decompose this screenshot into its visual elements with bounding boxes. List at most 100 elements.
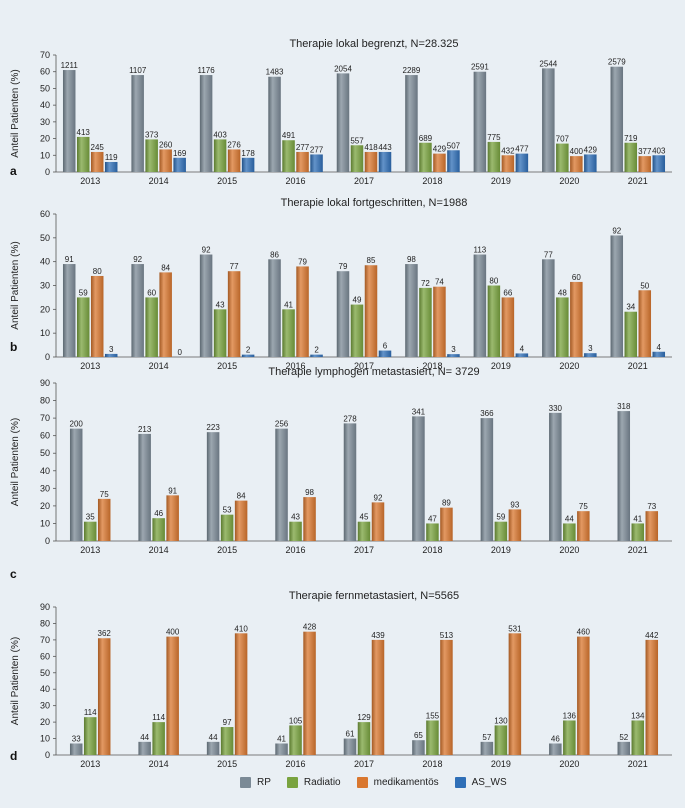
chart-title: Therapie lymphogen metastasiert, N= 3729: [268, 366, 479, 378]
chart-title: Therapie lokal fortgeschritten, N=1988: [281, 197, 468, 209]
y-tick-label: 30: [40, 281, 50, 291]
bar-rp: [542, 68, 555, 172]
bar-rp: [268, 259, 281, 357]
data-label-medikamentoes: 531: [508, 624, 522, 633]
data-label-radiatio: 53: [223, 506, 232, 515]
x-tick-label: 2017: [354, 361, 374, 371]
bar-medikamentoes: [303, 631, 316, 755]
y-tick-label: 50: [40, 448, 50, 458]
data-label-medikamentoes: 400: [166, 628, 180, 637]
bar-radiatio: [487, 285, 501, 357]
bar-medikamentoes: [90, 151, 104, 172]
bar-as-ws: [447, 354, 460, 357]
bar-rp: [199, 254, 213, 357]
bar-rp: [336, 271, 350, 357]
data-label-as-ws: 4: [520, 344, 525, 353]
y-tick-label: 80: [40, 618, 50, 628]
y-tick-label: 20: [40, 717, 50, 727]
data-label-medikamentoes: 439: [371, 631, 385, 640]
bar-radiatio: [624, 142, 638, 172]
bar-radiatio: [357, 521, 371, 541]
y-tick-label: 40: [40, 257, 50, 267]
panel-letter: b: [10, 340, 17, 354]
data-label-radiatio: 47: [428, 514, 437, 523]
y-tick-label: 50: [40, 83, 50, 93]
bar-medikamentoes: [638, 156, 652, 172]
data-label-medikamentoes: 429: [433, 145, 447, 154]
bar-as-ws: [104, 353, 118, 357]
bar-rp: [412, 740, 425, 755]
data-label-rp: 92: [202, 246, 211, 255]
data-label-medikamentoes: 428: [303, 623, 317, 632]
data-label-as-ws: 403: [652, 146, 666, 155]
bar-radiatio: [282, 140, 295, 172]
bar-medikamentoes: [97, 498, 111, 541]
bar-as-ws: [241, 157, 255, 172]
data-label-rp: 1211: [61, 61, 79, 70]
data-label-radiatio: 105: [289, 716, 303, 725]
data-label-medikamentoes: 74: [435, 278, 444, 287]
data-label-rp: 366: [480, 409, 494, 418]
y-tick-label: 80: [40, 396, 50, 406]
bar-medikamentoes: [508, 509, 522, 541]
data-label-radiatio: 34: [626, 303, 635, 312]
data-label-rp: 57: [482, 733, 491, 742]
bar-rp: [131, 264, 144, 357]
bar-rp: [131, 75, 144, 172]
bar-medikamentoes: [440, 507, 453, 541]
data-label-rp: 278: [343, 414, 357, 423]
bar-as-ws: [378, 350, 392, 357]
x-tick-label: 2018: [422, 759, 442, 769]
bar-radiatio: [213, 309, 227, 357]
data-label-medikamentoes: 60: [572, 273, 581, 282]
data-label-radiatio: 689: [419, 134, 433, 143]
legend-item-rp: RP: [240, 777, 271, 788]
data-label-radiatio: 45: [360, 513, 369, 522]
bar-radiatio: [357, 722, 371, 755]
data-label-medikamentoes: 260: [159, 140, 173, 149]
x-tick-label: 2018: [422, 176, 442, 186]
bar-medikamentoes: [166, 636, 179, 755]
bar-radiatio: [152, 722, 165, 755]
data-label-rp: 92: [133, 255, 142, 264]
bar-radiatio: [145, 139, 158, 172]
data-label-rp: 2579: [608, 58, 626, 67]
legend-swatch-radiatio: [286, 777, 298, 788]
data-label-medikamentoes: 77: [230, 262, 239, 271]
data-label-radiatio: 97: [223, 718, 232, 727]
data-label-rp: 341: [412, 407, 426, 416]
bar-rp: [343, 738, 357, 755]
data-label-medikamentoes: 50: [640, 281, 649, 290]
data-label-medikamentoes: 66: [503, 288, 512, 297]
data-label-radiatio: 114: [152, 713, 165, 722]
data-label-medikamentoes: 85: [367, 256, 376, 265]
legend-swatch-medikamentoes: [356, 777, 368, 788]
bar-radiatio: [350, 145, 364, 172]
data-label-as-ws: 3: [588, 344, 593, 353]
y-tick-label: 50: [40, 233, 50, 243]
bar-rp: [610, 66, 624, 172]
bar-medikamentoes: [364, 265, 378, 357]
bar-rp: [480, 741, 494, 755]
data-label-medikamentoes: 91: [168, 486, 177, 495]
bar-radiatio: [631, 720, 645, 755]
bar-rp: [69, 428, 83, 541]
data-label-rp: 200: [70, 420, 84, 429]
data-label-rp: 318: [617, 402, 631, 411]
data-label-medikamentoes: 98: [305, 488, 314, 497]
bar-rp: [62, 264, 76, 357]
data-label-radiatio: 413: [77, 128, 91, 137]
bar-medikamentoes: [303, 497, 316, 541]
chart-title: Therapie lokal begrenzt, N=28.325: [289, 38, 458, 50]
bar-rp: [138, 741, 151, 755]
x-tick-label: 2019: [491, 176, 511, 186]
legend-label-medikamentoes: medikamentös: [373, 777, 439, 788]
bar-rp: [549, 412, 562, 541]
data-label-radiatio: 44: [565, 514, 574, 523]
data-label-rp: 330: [549, 404, 563, 413]
bar-as-ws: [173, 157, 186, 172]
bar-rp: [268, 76, 281, 172]
panel-letter: d: [10, 749, 17, 763]
bar-medikamentoes: [227, 271, 241, 357]
data-label-radiatio: 43: [291, 513, 300, 522]
